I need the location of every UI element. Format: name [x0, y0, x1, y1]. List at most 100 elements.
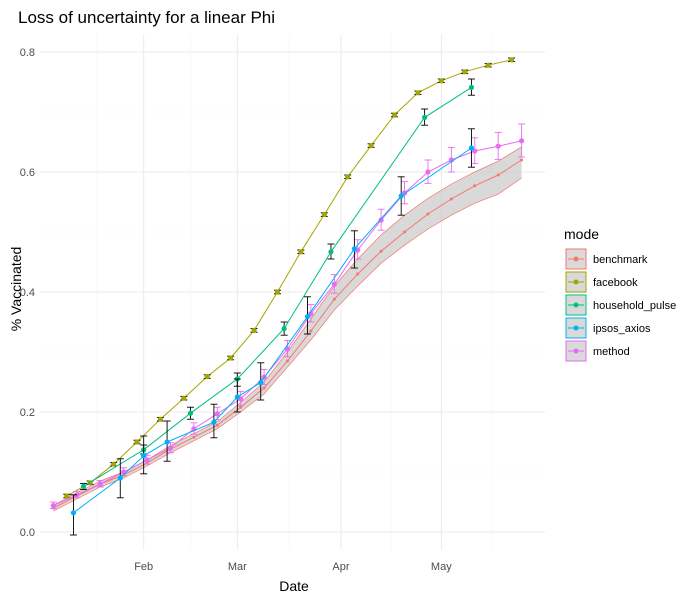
data-point — [164, 439, 170, 445]
data-point — [391, 112, 398, 118]
data-point — [157, 416, 163, 422]
legend-item-method: method — [565, 340, 630, 362]
ribbon — [53, 146, 522, 512]
legend-item-facebook: facebook — [565, 271, 638, 293]
data-point — [64, 493, 70, 499]
series-line — [83, 86, 472, 487]
data-point — [192, 435, 196, 439]
data-point — [345, 174, 351, 180]
legend-label: facebook — [593, 277, 638, 289]
data-point — [468, 84, 475, 90]
series-line — [73, 147, 472, 514]
legend-items: benchmark facebook household_pulse ipsos_ax… — [565, 248, 676, 362]
data-point — [508, 57, 515, 63]
x-tick-label: Apr — [332, 561, 349, 573]
series-method — [49, 123, 526, 510]
data-point — [234, 394, 240, 400]
y-tick-label: 0.0 — [20, 527, 35, 539]
data-point — [141, 453, 147, 459]
y-tick-label: 0.8 — [20, 47, 35, 59]
data-point — [274, 289, 281, 295]
series-ipsos-axios — [69, 128, 475, 536]
x-axis-ticks: Feb Mar Apr May — [134, 561, 452, 573]
data-point — [356, 272, 360, 276]
legend-key-point — [573, 348, 579, 354]
y-tick-label: 0.2 — [20, 407, 35, 419]
data-point — [134, 439, 140, 445]
data-point — [485, 62, 491, 68]
data-point — [462, 69, 468, 75]
data-point — [403, 230, 407, 234]
legend-item-benchmark: benchmark — [565, 248, 648, 270]
data-point — [321, 212, 327, 218]
data-point — [438, 78, 444, 84]
legend-item-ipsos-axios: ipsos_axios — [565, 317, 651, 339]
legend-item-household-pulse: household_pulse — [565, 294, 676, 316]
data-point — [468, 145, 475, 151]
y-axis-title: % Vaccinated — [8, 247, 24, 332]
data-point — [117, 475, 123, 481]
data-point — [70, 510, 77, 516]
grid-major — [40, 34, 545, 550]
data-point — [425, 169, 431, 175]
data-point — [473, 184, 477, 188]
data-point — [298, 249, 304, 255]
data-point — [415, 90, 421, 96]
legend-label: household_pulse — [593, 300, 676, 312]
data-point — [228, 355, 234, 361]
data-point — [284, 346, 291, 352]
data-point — [496, 173, 500, 177]
data-point — [518, 138, 525, 144]
data-point — [251, 327, 257, 333]
data-point — [368, 143, 374, 149]
data-point — [351, 246, 357, 252]
data-point — [97, 481, 103, 487]
series-household-pulse — [79, 78, 475, 490]
legend-label: ipsos_axios — [593, 323, 651, 335]
legend-key-point — [573, 325, 579, 331]
data-point — [181, 395, 187, 401]
y-axis-ticks: 0.0 0.2 0.4 0.6 0.8 — [20, 47, 35, 539]
data-point — [328, 249, 334, 255]
data-point — [258, 380, 264, 386]
data-point — [379, 249, 383, 253]
plot-area — [49, 57, 526, 536]
data-point — [239, 405, 243, 409]
x-tick-label: Mar — [228, 561, 247, 573]
data-point — [422, 114, 428, 120]
legend-title: mode — [564, 226, 599, 242]
legend-key-point — [573, 256, 579, 262]
chart-title: Loss of uncertainty for a linear Phi — [18, 8, 275, 27]
data-point — [331, 281, 337, 287]
data-point — [50, 503, 56, 509]
data-point — [80, 483, 87, 489]
data-point — [187, 410, 194, 416]
legend-key-point — [573, 279, 579, 285]
data-point — [121, 469, 127, 475]
data-point — [262, 386, 266, 390]
data-point — [398, 193, 404, 199]
legend-key-point — [573, 302, 579, 308]
data-point — [426, 212, 430, 216]
data-point — [472, 148, 478, 154]
data-point — [332, 297, 336, 301]
data-point — [204, 374, 210, 380]
data-point — [144, 457, 150, 463]
legend: mode benchmark facebook household_pulseips… — [564, 226, 676, 362]
data-point — [304, 314, 311, 320]
data-point — [110, 461, 117, 467]
x-tick-label: May — [431, 561, 452, 573]
data-point — [378, 217, 384, 223]
legend-label: benchmark — [593, 254, 648, 266]
y-tick-label: 0.4 — [20, 287, 35, 299]
data-point — [495, 143, 501, 149]
data-point — [285, 359, 289, 363]
data-point — [281, 326, 287, 332]
ribbon-lower-edge — [53, 177, 522, 512]
data-point — [309, 329, 313, 333]
data-point — [449, 197, 453, 201]
legend-label: method — [593, 346, 630, 358]
x-tick-label: Feb — [134, 561, 153, 573]
data-point — [215, 423, 219, 427]
